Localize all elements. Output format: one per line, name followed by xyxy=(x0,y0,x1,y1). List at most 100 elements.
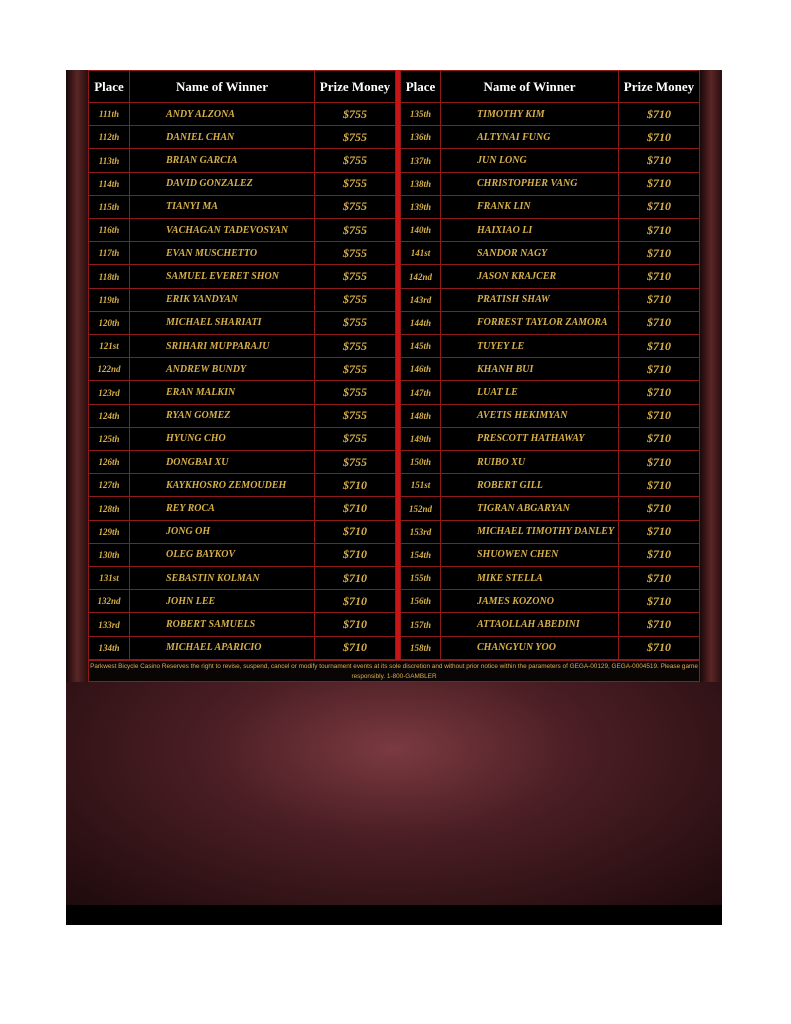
table-row: 131st SEBASTIN KOLMAN $710 xyxy=(88,566,396,591)
prize-cell: $755 xyxy=(314,287,396,312)
prize-cell: $710 xyxy=(314,566,396,591)
results-tables: Place Name of Winner Prize Money 111th AN… xyxy=(88,70,700,661)
winner-name-cell: MIKE STELLA xyxy=(440,566,619,591)
table-row: 124th RYAN GOMEZ $755 xyxy=(88,403,396,428)
prize-cell: $710 xyxy=(618,101,700,127)
table-row: 138th CHRISTOPHER VANG $710 xyxy=(400,171,700,196)
winner-name-cell: DAVID GONZALEZ xyxy=(129,171,315,196)
winner-name-cell: ERAN MALKIN xyxy=(129,380,315,405)
table-row: 132nd JOHN LEE $710 xyxy=(88,589,396,614)
table-row: 145th TUYEY LE $710 xyxy=(400,334,700,359)
winner-name-cell: ANDY ALZONA xyxy=(129,101,315,127)
prize-cell: $710 xyxy=(618,171,700,196)
place-cell: 132nd xyxy=(88,589,130,614)
table-row: 136th ALTYNAI FUNG $710 xyxy=(400,125,700,150)
winner-name-cell: SAMUEL EVERET SHON xyxy=(129,264,315,289)
results-table-right: Place Name of Winner Prize Money 135th TI… xyxy=(400,70,700,661)
place-cell: 118th xyxy=(88,264,130,289)
table-row: 137th JUN LONG $710 xyxy=(400,148,700,173)
winner-name-cell: JUN LONG xyxy=(440,148,619,173)
table-row: 143rd PRATISH SHAW $710 xyxy=(400,287,700,312)
place-cell: 139th xyxy=(400,194,441,220)
prize-cell: $755 xyxy=(314,450,396,475)
winner-name-cell: JONG OH xyxy=(129,519,315,544)
place-cell: 140th xyxy=(400,218,441,243)
prize-cell: $755 xyxy=(314,426,396,452)
place-cell: 142nd xyxy=(400,264,441,289)
place-cell: 152nd xyxy=(400,496,441,521)
prize-cell: $755 xyxy=(314,171,396,196)
prize-cell: $710 xyxy=(314,542,396,568)
prize-cell: $755 xyxy=(314,101,396,127)
winner-name-cell: HAIXIAO LI xyxy=(440,218,619,243)
prize-cell: $755 xyxy=(314,310,396,336)
table-row: 123rd ERAN MALKIN $755 xyxy=(88,380,396,405)
place-cell: 144th xyxy=(400,310,441,336)
table-row: 139th FRANK LIN $710 xyxy=(400,194,700,220)
header-place: Place xyxy=(88,70,130,103)
place-cell: 150th xyxy=(400,450,441,475)
table-row: 155th MIKE STELLA $710 xyxy=(400,566,700,591)
place-cell: 146th xyxy=(400,357,441,382)
winner-name-cell: ALTYNAI FUNG xyxy=(440,125,619,150)
table-row: 141st SANDOR NAGY $710 xyxy=(400,241,700,266)
place-cell: 111th xyxy=(88,101,130,127)
table-row: 118th SAMUEL EVERET SHON $755 xyxy=(88,264,396,289)
winner-name-cell: SANDOR NAGY xyxy=(440,241,619,266)
header-prize: Prize Money xyxy=(314,70,396,103)
table-row: 152nd TIGRAN ABGARYAN $710 xyxy=(400,496,700,521)
place-cell: 131st xyxy=(88,566,130,591)
place-cell: 136th xyxy=(400,125,441,150)
table-row: 151st ROBERT GILL $710 xyxy=(400,473,700,498)
winner-name-cell: BRIAN GARCIA xyxy=(129,148,315,173)
place-cell: 130th xyxy=(88,542,130,568)
prize-cell: $710 xyxy=(314,635,396,661)
prize-cell: $710 xyxy=(618,403,700,428)
table-row: 125th HYUNG CHO $755 xyxy=(88,426,396,452)
winner-name-cell: ERIK YANDYAN xyxy=(129,287,315,312)
prize-cell: $710 xyxy=(618,426,700,452)
prize-cell: $710 xyxy=(314,612,396,637)
winner-name-cell: FRANK LIN xyxy=(440,194,619,220)
winner-name-cell: CHANGYUN YOO xyxy=(440,635,619,661)
place-cell: 117th xyxy=(88,241,130,266)
header-row: Place Name of Winner Prize Money xyxy=(400,70,700,103)
place-cell: 148th xyxy=(400,403,441,428)
winner-name-cell: TIMOTHY KIM xyxy=(440,101,619,127)
place-cell: 124th xyxy=(88,403,130,428)
table-row: 148th AVETIS HEKIMYAN $710 xyxy=(400,403,700,428)
prize-cell: $710 xyxy=(314,589,396,614)
prize-cell: $710 xyxy=(618,287,700,312)
place-cell: 135th xyxy=(400,101,441,127)
prize-cell: $710 xyxy=(618,241,700,266)
table-row: 122nd ANDREW BUNDY $755 xyxy=(88,357,396,382)
place-cell: 120th xyxy=(88,310,130,336)
prize-cell: $755 xyxy=(314,334,396,359)
winner-name-cell: CHRISTOPHER VANG xyxy=(440,171,619,196)
table-row: 126th DONGBAI XU $755 xyxy=(88,450,396,475)
winner-name-cell: AVETIS HEKIMYAN xyxy=(440,403,619,428)
prize-cell: $710 xyxy=(618,612,700,637)
table-row: 156th JAMES KOZONO $710 xyxy=(400,589,700,614)
prize-cell: $710 xyxy=(618,148,700,173)
prize-cell: $710 xyxy=(618,357,700,382)
winner-name-cell: MICHAEL APARICIO xyxy=(129,635,315,661)
disclaimer-footer: Parkwest Bicycle Casino Reserves the rig… xyxy=(88,660,700,682)
table-row: 150th RUIBO XU $710 xyxy=(400,450,700,475)
table-row: 128th REY ROCA $710 xyxy=(88,496,396,521)
place-cell: 143rd xyxy=(400,287,441,312)
prize-cell: $755 xyxy=(314,218,396,243)
winner-name-cell: FORREST TAYLOR ZAMORA xyxy=(440,310,619,336)
place-cell: 151st xyxy=(400,473,441,498)
table-row: 119th ERIK YANDYAN $755 xyxy=(88,287,396,312)
winner-name-cell: TIANYI MA xyxy=(129,194,315,220)
prize-cell: $755 xyxy=(314,125,396,150)
prize-cell: $710 xyxy=(618,334,700,359)
prize-cell: $710 xyxy=(618,310,700,336)
winner-name-cell: JOHN LEE xyxy=(129,589,315,614)
winner-name-cell: JASON KRAJCER xyxy=(440,264,619,289)
table-row: 130th OLEG BAYKOV $710 xyxy=(88,542,396,568)
prize-cell: $710 xyxy=(618,635,700,661)
prize-cell: $710 xyxy=(618,125,700,150)
winner-name-cell: OLEG BAYKOV xyxy=(129,542,315,568)
